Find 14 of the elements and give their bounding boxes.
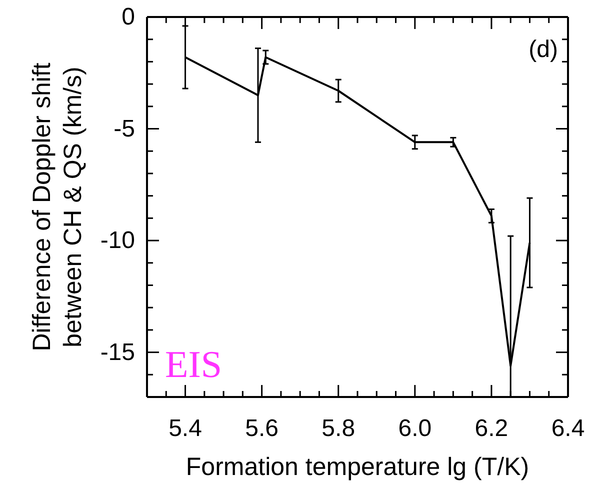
- x-tick-label: 6.4: [551, 415, 585, 442]
- y-tick-label: -15: [100, 338, 135, 366]
- x-tick-label: 6.0: [398, 415, 432, 442]
- y-tick-label: -5: [114, 115, 135, 142]
- x-tick-label: 6.2: [474, 415, 508, 442]
- x-tick-label: 5.6: [245, 415, 279, 442]
- y-tick-label: 0: [122, 4, 135, 31]
- x-axis-title: Formation temperature lg (T/K): [186, 453, 530, 481]
- annotation: EIS: [165, 344, 222, 386]
- y-tick-label: -10: [100, 227, 135, 254]
- y-axis-title: Difference of Doppler shift between CH & QS (km/s): [28, 62, 87, 352]
- annotation: (d): [528, 36, 558, 63]
- x-tick-label: 5.8: [322, 415, 356, 442]
- x-tick-label: 5.4: [168, 415, 202, 442]
